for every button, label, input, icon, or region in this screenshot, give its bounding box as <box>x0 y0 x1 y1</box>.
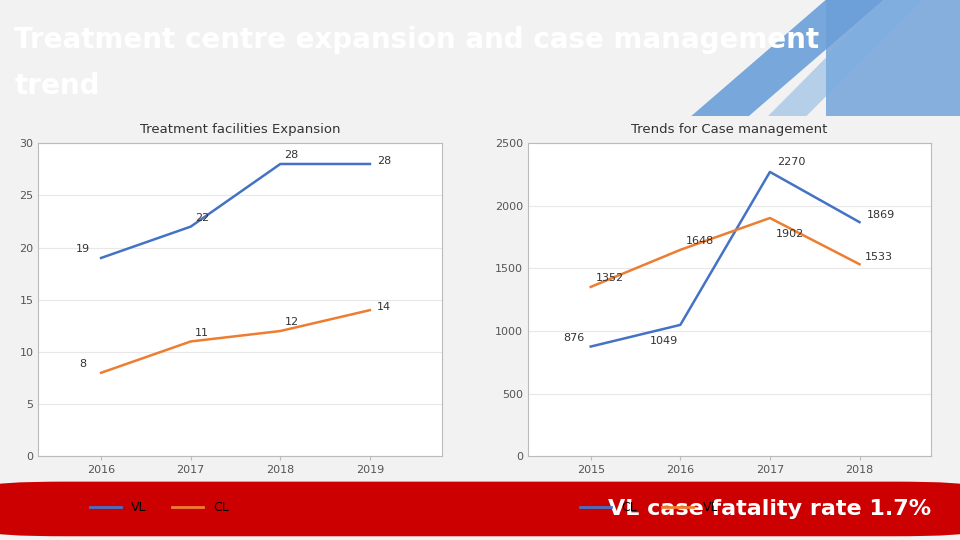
Text: 12: 12 <box>284 318 299 327</box>
Text: 1049: 1049 <box>650 336 678 346</box>
Title: Treatment facilities Expansion: Treatment facilities Expansion <box>140 123 340 137</box>
Text: 1648: 1648 <box>685 237 714 246</box>
Text: 1352: 1352 <box>596 273 624 284</box>
Text: VL case fatality rate 1.7%: VL case fatality rate 1.7% <box>608 499 931 519</box>
Text: 28: 28 <box>284 151 299 160</box>
Title: Trends for Case management: Trends for Case management <box>632 123 828 137</box>
Text: Treatment centre expansion and case management: Treatment centre expansion and case mana… <box>14 25 820 53</box>
Text: 14: 14 <box>377 302 391 312</box>
Text: 8: 8 <box>79 359 86 369</box>
Legend: VL, CL: VL, CL <box>85 496 233 519</box>
Text: 11: 11 <box>195 328 209 338</box>
Legend: CL, VL: CL, VL <box>575 496 723 519</box>
Text: 22: 22 <box>195 213 209 223</box>
Text: 1533: 1533 <box>865 252 893 262</box>
Text: 2270: 2270 <box>777 157 805 167</box>
FancyBboxPatch shape <box>0 482 960 536</box>
Text: trend: trend <box>14 72 100 100</box>
Text: 28: 28 <box>377 156 391 166</box>
Polygon shape <box>691 0 883 116</box>
Polygon shape <box>826 0 960 116</box>
Text: 1902: 1902 <box>776 230 804 239</box>
Polygon shape <box>768 0 922 116</box>
Text: 876: 876 <box>563 333 585 343</box>
Text: 1869: 1869 <box>867 210 895 220</box>
Text: 19: 19 <box>76 245 90 254</box>
